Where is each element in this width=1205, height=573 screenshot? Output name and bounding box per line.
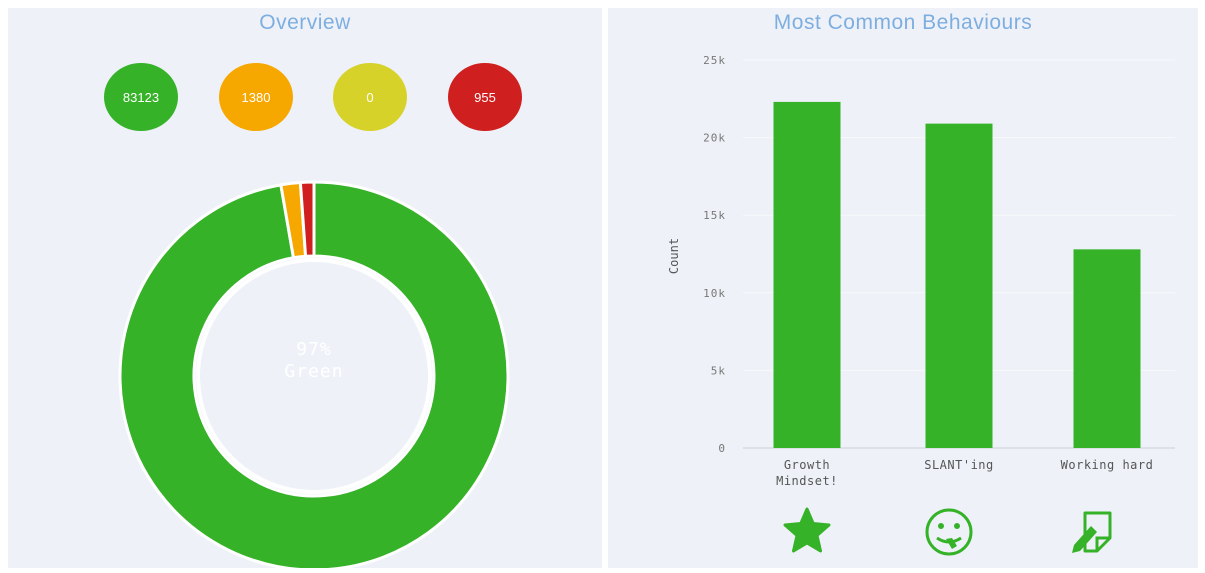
y-axis-label: Count [667,238,681,274]
donut-segment-red [298,180,316,258]
category-label: Growth Mindset! [776,458,838,488]
behaviours-panel: Most Common Behaviours 0 5k 10k 15k 20k 25k G… [608,8,1198,568]
bar-2[interactable] [1073,249,1141,448]
donut-segment-green [118,180,510,568]
bar-1[interactable] [925,123,993,448]
y-tick-label: 25k [703,54,726,67]
category-label: Working hard [1061,458,1154,472]
red-count: 955 [474,89,496,105]
y-tick-label: 20k [703,132,726,145]
green-count: 83123 [122,89,160,105]
donut-center-percent: 97% [296,339,332,360]
amber-count: 1380 [241,89,271,105]
overview-donut-chart: 97% Green [118,180,510,568]
behaviours-title: Most Common Behaviours [773,11,1033,34]
category-label: SLANT'ing [924,458,994,472]
donut-inner-ring [196,258,432,494]
red-count-badge: 955 [448,63,522,131]
bar-0[interactable] [773,101,841,449]
overview-panel: Overview 83123 1380 0 955 97% Green [8,8,602,568]
yellow-count: 0 [366,89,374,105]
slant-face-icon[interactable] [925,508,973,556]
green-count-badge: 83123 [104,63,178,131]
y-tick-label: 15k [703,209,726,222]
yellow-count-badge: 0 [333,63,407,131]
amber-count-badge: 1380 [219,63,293,131]
donut-center-label: Green [284,361,343,382]
star-icon[interactable] [783,507,831,553]
behaviours-bar-chart: 0 5k 10k 15k 20k 25k Growth Mindset! SLANT'ing W… [667,54,1175,556]
y-tick-label: 5k [711,364,726,377]
overview-title: Overview [259,11,351,34]
y-tick-label: 0 [718,442,726,455]
pencil-paper-icon[interactable] [1072,511,1112,553]
y-tick-label: 10k [703,287,726,300]
